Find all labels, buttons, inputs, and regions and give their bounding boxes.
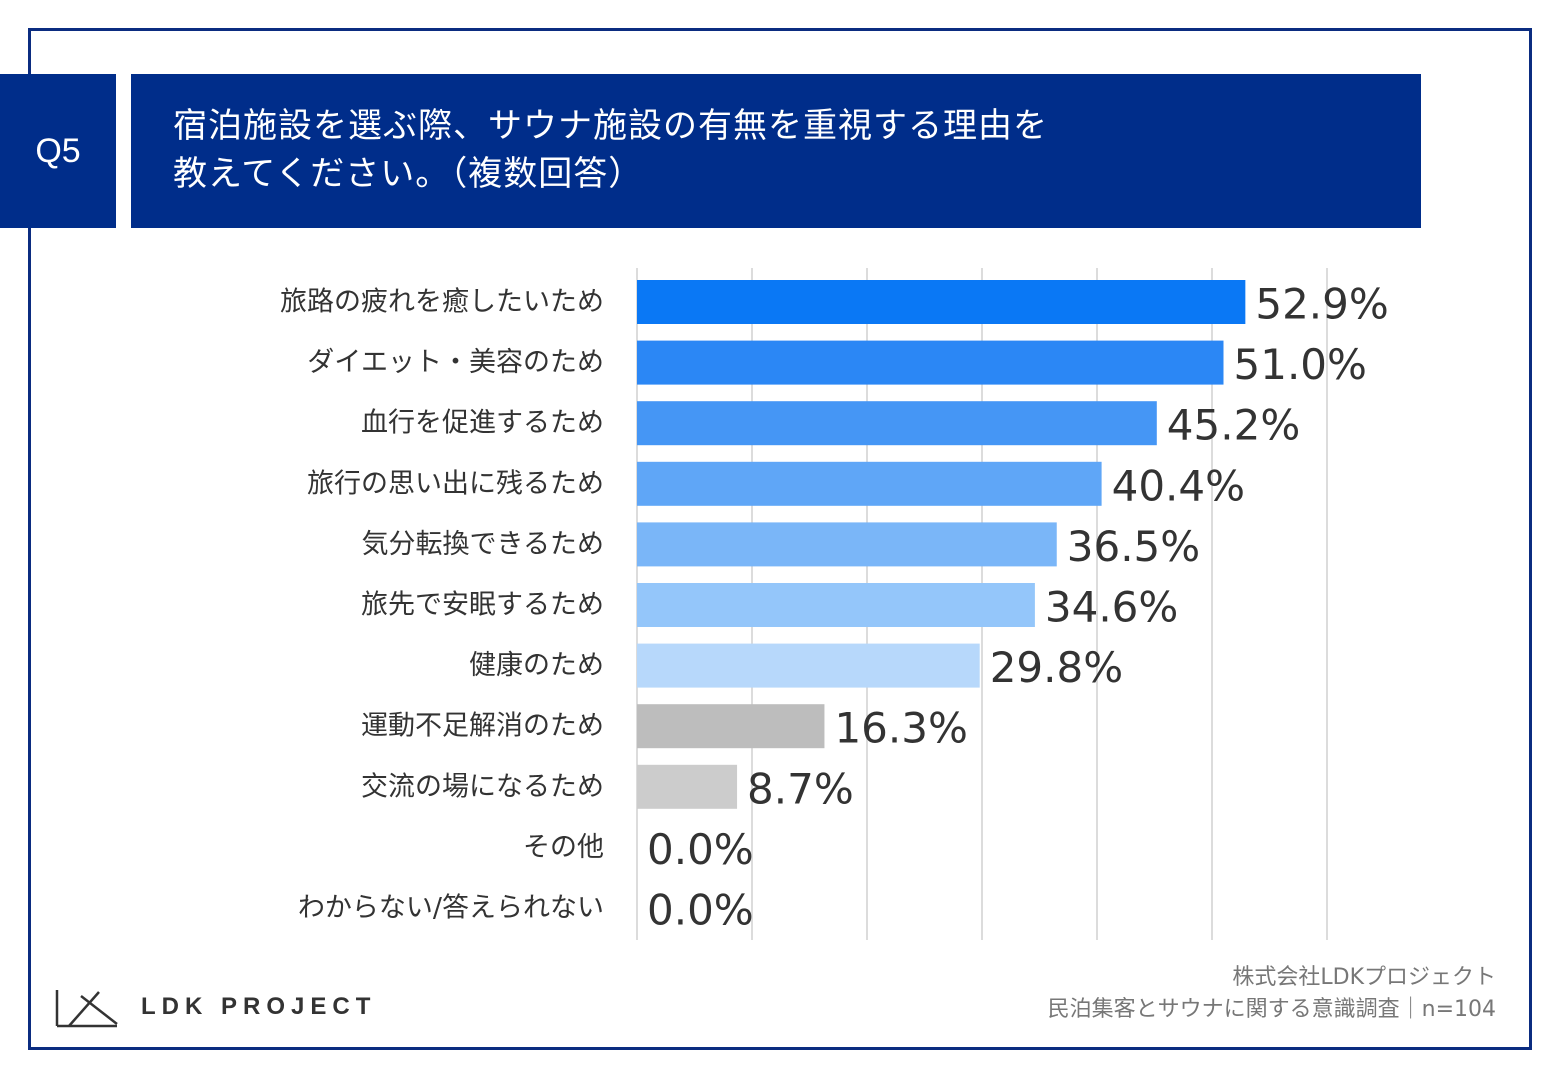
value-label-10: 0.0% <box>647 825 754 874</box>
category-label-3: 血行を促進するため <box>361 408 604 439</box>
ldk-logo-icon <box>55 990 118 1028</box>
bar-5 <box>637 522 1057 567</box>
category-label-4: 旅行の思い出に残るため <box>307 468 604 499</box>
category-label-8: 運動不足解消のため <box>361 711 604 742</box>
bar-9 <box>637 764 738 809</box>
value-label-1: 52.9% <box>1255 280 1388 329</box>
category-label-5: 気分転換できるため <box>362 529 604 560</box>
category-label-6: 旅先で安眠するため <box>361 590 604 621</box>
bars <box>637 280 1246 809</box>
question-title-line-2: 教えてください。（複数回答） <box>173 154 644 194</box>
bar-8 <box>637 704 825 749</box>
logo-text: LDK PROJECT <box>141 993 377 1020</box>
bar-3 <box>637 401 1157 446</box>
value-label-11: 0.0% <box>647 886 754 935</box>
value-label-9: 8.7% <box>747 764 854 813</box>
footer-survey: 民泊集客とサウナに関する意識調査｜n=104 <box>1047 997 1496 1022</box>
footer-note: 株式会社LDKプロジェクト 民泊集客とサウナに関する意識調査｜n=104 <box>1048 962 1496 1026</box>
question-number-badge: Q5 <box>0 74 116 228</box>
question-title-bar: 宿泊施設を選ぶ際、サウナ施設の有無を重視する理由を 教えてください。（複数回答） <box>131 74 1421 228</box>
value-label-5: 36.5% <box>1067 522 1200 571</box>
question-title-line-1: 宿泊施設を選ぶ際、サウナ施設の有無を重視する理由を <box>173 106 1048 146</box>
value-label-2: 51.0% <box>1234 340 1367 389</box>
bar-2 <box>637 340 1224 385</box>
value-label-6: 34.6% <box>1045 583 1178 632</box>
bar-6 <box>637 583 1035 627</box>
value-label-7: 29.8% <box>990 643 1123 692</box>
labels: 旅路の疲れを癒したいため 52.9% ダイエット・美容のため 51.0% 血行を促進する… <box>280 280 1389 935</box>
page-frame <box>28 28 1532 1050</box>
value-label-8: 16.3% <box>834 704 967 753</box>
bar-4 <box>637 461 1102 506</box>
value-label-3: 45.2% <box>1167 401 1300 450</box>
category-label-2: ダイエット・美容のため <box>307 347 604 378</box>
bar-1 <box>637 280 1246 324</box>
category-label-9: 交流の場になるため <box>361 771 604 802</box>
footer-company: 株式会社LDKプロジェクト <box>1232 965 1496 990</box>
bar-7 <box>637 643 980 688</box>
category-label-7: 健康のため <box>469 650 604 681</box>
category-label-10: その他 <box>523 832 604 863</box>
category-label-1: 旅路の疲れを癒したいため <box>280 287 604 318</box>
ldk-logo: LDK PROJECT <box>55 986 376 1028</box>
value-label-4: 40.4% <box>1112 461 1245 510</box>
category-label-11: わからない/答えられない <box>298 893 604 924</box>
